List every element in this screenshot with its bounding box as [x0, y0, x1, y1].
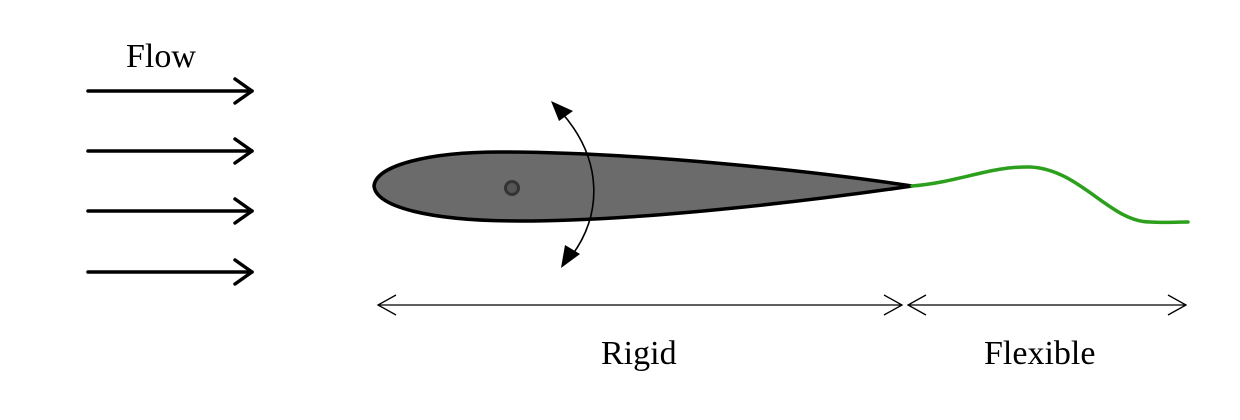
- flow-arrows: [86, 77, 254, 286]
- pitch-arrowhead-bottom: [561, 245, 580, 268]
- pivot-point: [504, 180, 520, 196]
- rigid-dimension-line: [376, 294, 904, 316]
- pitch-rotation-arrow: [551, 101, 595, 268]
- flexible-label: Flexible: [984, 335, 1096, 372]
- flow-arrow-1: [86, 77, 254, 105]
- airfoil-shape: [372, 150, 914, 223]
- flexible-tail: [910, 165, 1190, 225]
- flow-arrow-4: [86, 258, 254, 286]
- flow-arrow-3: [86, 197, 254, 225]
- flow-label: Flow: [126, 38, 196, 75]
- pitch-arrowhead-top: [551, 101, 573, 121]
- flow-arrow-2: [86, 137, 254, 165]
- flexible-dimension-line: [906, 294, 1188, 316]
- rigid-label: Rigid: [601, 335, 677, 372]
